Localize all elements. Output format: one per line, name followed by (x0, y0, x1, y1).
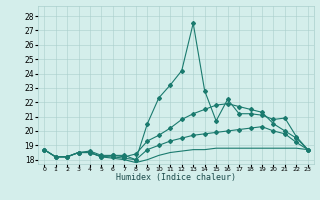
X-axis label: Humidex (Indice chaleur): Humidex (Indice chaleur) (116, 173, 236, 182)
